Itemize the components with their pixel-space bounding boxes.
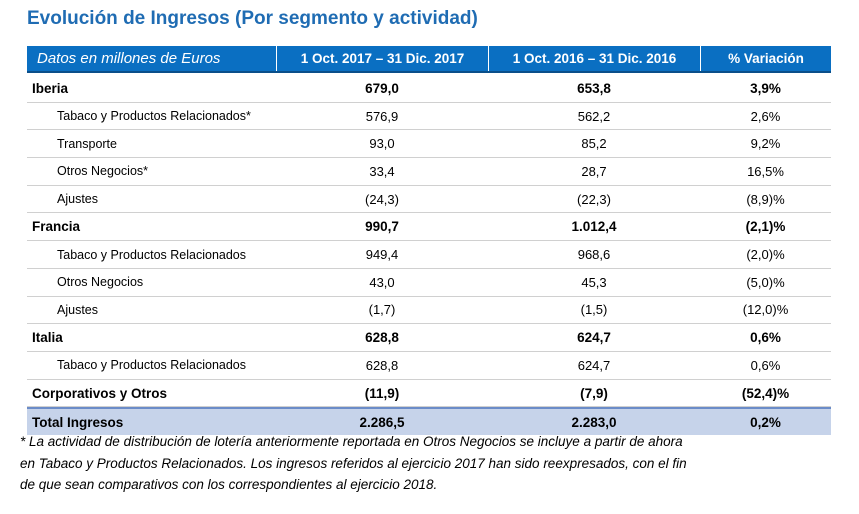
label-cell: Italia — [32, 330, 63, 346]
value-cell: 0,6% — [750, 357, 781, 373]
table-row: Corporativos y Otros (11,9) (7,9) (52,4)% — [27, 380, 831, 408]
label-cell: Otros Negocios* — [57, 164, 149, 179]
header-cell: % Variación — [700, 46, 831, 71]
table-row: Otros Negocios 43,0 45,3 (5,0)% — [27, 269, 831, 297]
value-cell: 2.283,0 — [571, 414, 617, 430]
label-cell: Francia — [32, 219, 81, 235]
label-cell: Ajustes — [57, 192, 98, 207]
value-cell: 653,8 — [577, 80, 611, 96]
value-cell: (22,3) — [577, 191, 611, 207]
value-cell: (11,9) — [364, 385, 400, 401]
value-cell: (2,0)% — [746, 247, 785, 263]
title: Evolución de Ingresos (Por segmento y ac… — [27, 8, 478, 29]
value-cell: (1,7) — [368, 302, 396, 318]
value-cell: 624,7 — [577, 330, 611, 346]
value-cell: (52,4)% — [741, 385, 790, 401]
table-row: Italia 628,8 624,7 0,6% — [27, 324, 831, 352]
label-cell: Ajustes — [57, 302, 98, 317]
value-cell: (1,5) — [580, 302, 608, 318]
value-cell: 0,6% — [750, 330, 781, 346]
header-cell: 1 Oct. 2017 – 31 Dic. 2017 — [276, 46, 488, 71]
value-cell: 624,7 — [577, 357, 611, 373]
table-row: Otros Negocios* 33,4 28,7 16,5% — [27, 158, 831, 186]
table-row: Transporte 93,0 85,2 9,2% — [27, 130, 831, 159]
table-header: Datos en millones de Euros 1 Oct. 2017 –… — [27, 46, 831, 73]
table-row: Iberia 679,0 653,8 3,9% — [27, 75, 831, 103]
value-cell: 28,7 — [581, 163, 607, 179]
value-cell: 3,9% — [750, 80, 781, 96]
label-cell: Otros Negocios — [57, 275, 144, 290]
value-cell: (24,3) — [365, 191, 399, 207]
footnote-line: de que sean comparativos con los corresp… — [20, 477, 438, 492]
value-cell: 45,3 — [581, 274, 607, 290]
value-cell: 9,2% — [750, 136, 781, 152]
value-cell: (2,1)% — [745, 219, 786, 235]
value-cell: 628,8 — [365, 357, 399, 373]
value-cell: 93,0 — [369, 136, 395, 152]
value-cell: 562,2 — [577, 108, 611, 124]
table-row: Francia 990,7 1.012,4 (2,1)% — [27, 214, 831, 242]
table-row: Tabaco y Productos Relacionados 949,4 968,… — [27, 241, 831, 269]
footnote-line: * La actividad de distribución de loterí… — [20, 434, 683, 449]
label-cell: Tabaco y Productos Relacionados — [57, 358, 247, 373]
value-cell: 576,9 — [365, 108, 399, 124]
value-cell: 43,0 — [369, 274, 395, 290]
value-cell: (5,0)% — [746, 274, 785, 290]
label-cell: Tabaco y Productos Relacionados* — [57, 109, 251, 124]
value-cell: 33,4 — [369, 163, 395, 179]
value-cell: (7,9) — [580, 385, 608, 401]
value-cell: 2,6% — [750, 108, 781, 124]
table-row: Ajustes (24,3) (22,3) (8,9)% — [27, 186, 831, 214]
label-cell: Corporativos y Otros — [32, 385, 168, 401]
table-row: Tabaco y Productos Relacionados 628,8 624,… — [27, 352, 831, 380]
table-row: Ajustes (1,7) (1,5) (12,0)% — [27, 297, 831, 325]
value-cell: 2.286,5 — [359, 414, 405, 430]
value-cell: 990,7 — [365, 219, 399, 235]
label-cell: Tabaco y Productos Relacionados — [57, 247, 247, 262]
value-cell: 968,6 — [577, 247, 611, 263]
value-cell: (12,0)% — [742, 302, 789, 318]
label-cell: Total Ingresos — [32, 414, 124, 430]
value-cell: 85,2 — [581, 136, 607, 152]
value-cell: 1.012,4 — [571, 219, 617, 235]
value-cell: 16,5% — [747, 163, 784, 179]
label-cell: Transporte — [57, 136, 117, 151]
label-cell: Iberia — [32, 80, 69, 96]
header-cell: Datos en millones de Euros — [37, 50, 221, 67]
value-cell: 628,8 — [365, 330, 399, 346]
table-row: Tabaco y Productos Relacionados* 576,9 562… — [27, 103, 831, 131]
table-row: Total Ingresos 2.286,5 2.283,0 0,2% — [27, 407, 831, 436]
value-cell: (8,9)% — [746, 191, 785, 207]
value-cell: 949,4 — [365, 247, 399, 263]
footnote-line: en Tabaco y Productos Relacionados. Los … — [20, 455, 687, 471]
value-cell: 0,2% — [750, 414, 781, 430]
value-cell: 679,0 — [365, 80, 399, 96]
header-cell: 1 Oct. 2016 – 31 Dic. 2016 — [488, 46, 700, 71]
